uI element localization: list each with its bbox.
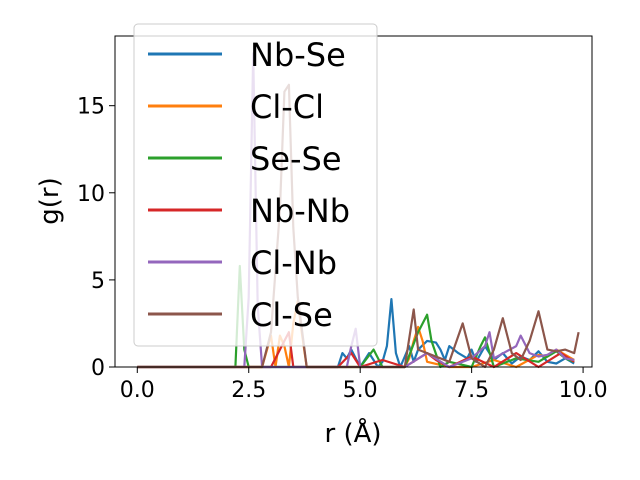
x-axis-label: r (Å) bbox=[324, 417, 381, 449]
x-tick-label: 0.0 bbox=[120, 378, 155, 403]
x-tick-label: 10.0 bbox=[559, 378, 608, 403]
y-tick-label: 15 bbox=[77, 95, 105, 120]
y-axis-ticks: 0 5 10 15 bbox=[77, 95, 115, 381]
y-tick-label: 10 bbox=[77, 182, 105, 207]
legend: Nb-Se Cl-Cl Se-Se Nb-Nb Cl-Nb Cl-Se bbox=[133, 23, 378, 347]
x-tick-label: 5.0 bbox=[343, 378, 378, 403]
y-axis-label: g(r) bbox=[35, 177, 65, 224]
x-tick-label: 2.5 bbox=[231, 378, 266, 403]
legend-label-se-se: Se-Se bbox=[250, 140, 342, 178]
x-axis-ticks: 0.0 2.5 5.0 7.5 10.0 bbox=[120, 367, 608, 403]
legend-label-cl-cl: Cl-Cl bbox=[250, 88, 324, 126]
legend-label-cl-nb: Cl-Nb bbox=[250, 244, 337, 282]
legend-label-cl-se: Cl-Se bbox=[250, 296, 333, 334]
legend-label-nb-se: Nb-Se bbox=[250, 36, 346, 74]
legend-label-nb-nb: Nb-Nb bbox=[250, 192, 350, 230]
x-tick-label: 7.5 bbox=[454, 378, 489, 403]
y-tick-label: 5 bbox=[91, 269, 105, 294]
y-tick-label: 0 bbox=[91, 356, 105, 381]
series-line-nb-nb bbox=[137, 331, 575, 369]
